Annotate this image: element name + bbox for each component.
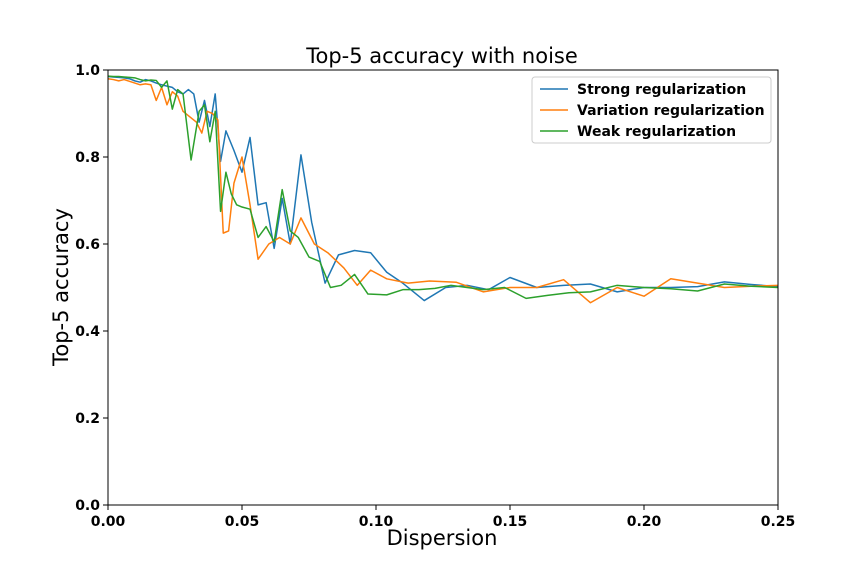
legend: Strong regularization Variation regulariz…: [531, 76, 772, 144]
x-axis-ticks: 0.00 0.05 0.10 0.15 0.20 0.25: [91, 505, 796, 530]
y-tick-label: 0.0: [75, 498, 100, 514]
x-tick-label: 0.15: [493, 514, 528, 530]
chart-title: Top-5 accuracy with noise: [305, 44, 578, 68]
x-tick-label: 0.10: [359, 514, 394, 530]
series-line-1: [107, 75, 779, 302]
axes-frame: [107, 69, 779, 506]
series-layer: [107, 75, 779, 304]
series-line-3: [107, 75, 779, 300]
legend-label-2: Variation regularization: [577, 103, 765, 119]
legend-box: [531, 76, 772, 144]
series-line-2: [107, 77, 779, 304]
legend-label-3: Weak regularization: [577, 124, 736, 140]
y-axis-label: Top-5 accuracy: [49, 208, 73, 367]
x-tick-label: 0.20: [627, 514, 662, 530]
x-axis-label: Dispersion: [387, 526, 498, 550]
y-tick-label: 1.0: [75, 63, 100, 79]
y-tick-label: 0.8: [75, 150, 100, 166]
x-tick-label: 0.25: [761, 514, 796, 530]
y-tick-label: 0.4: [75, 324, 100, 340]
y-tick-label: 0.2: [75, 411, 100, 427]
x-tick-label: 0.00: [91, 514, 126, 530]
legend-label-1: Strong regularization: [577, 82, 746, 98]
plot-area: 0.00 0.05 0.10 0.15 0.20 0.25 0.0 0.2 0.4 0.6 0.8…: [75, 63, 795, 530]
y-tick-label: 0.6: [75, 237, 100, 253]
x-tick-label: 0.05: [225, 514, 260, 530]
y-axis-ticks: 0.0 0.2 0.4 0.6 0.8 1.0: [75, 63, 108, 514]
